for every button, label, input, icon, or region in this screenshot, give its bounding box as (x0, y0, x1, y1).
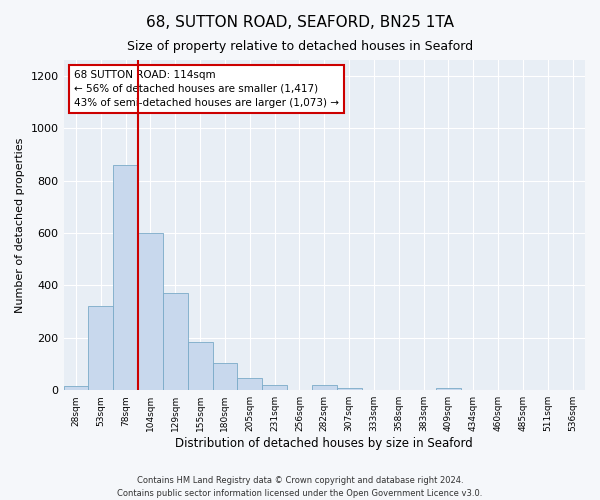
Bar (64, 386, 88, 390)
Text: 68 SUTTON ROAD: 114sqm
← 56% of detached houses are smaller (1,417)
43% of semi-: 68 SUTTON ROAD: 114sqm ← 56% of detached… (74, 70, 339, 108)
X-axis label: Distribution of detached houses by size in Seaford: Distribution of detached houses by size … (175, 437, 473, 450)
Bar (188, 342, 212, 390)
Text: Size of property relative to detached houses in Seaford: Size of property relative to detached ho… (127, 40, 473, 53)
Y-axis label: Number of detached properties: Number of detached properties (15, 138, 25, 313)
Bar (238, 378, 262, 390)
Bar (337, 388, 362, 390)
Bar (113, 165, 138, 390)
Bar (212, 362, 238, 390)
Bar (262, 385, 287, 390)
Text: Contains HM Land Registry data © Crown copyright and database right 2024.
Contai: Contains HM Land Registry data © Crown c… (118, 476, 482, 498)
Bar (88, 306, 113, 390)
Bar (138, 233, 163, 390)
Text: 68, SUTTON ROAD, SEAFORD, BN25 1TA: 68, SUTTON ROAD, SEAFORD, BN25 1TA (146, 15, 454, 30)
Bar (436, 388, 461, 390)
Bar (163, 293, 188, 390)
Bar (312, 385, 337, 390)
